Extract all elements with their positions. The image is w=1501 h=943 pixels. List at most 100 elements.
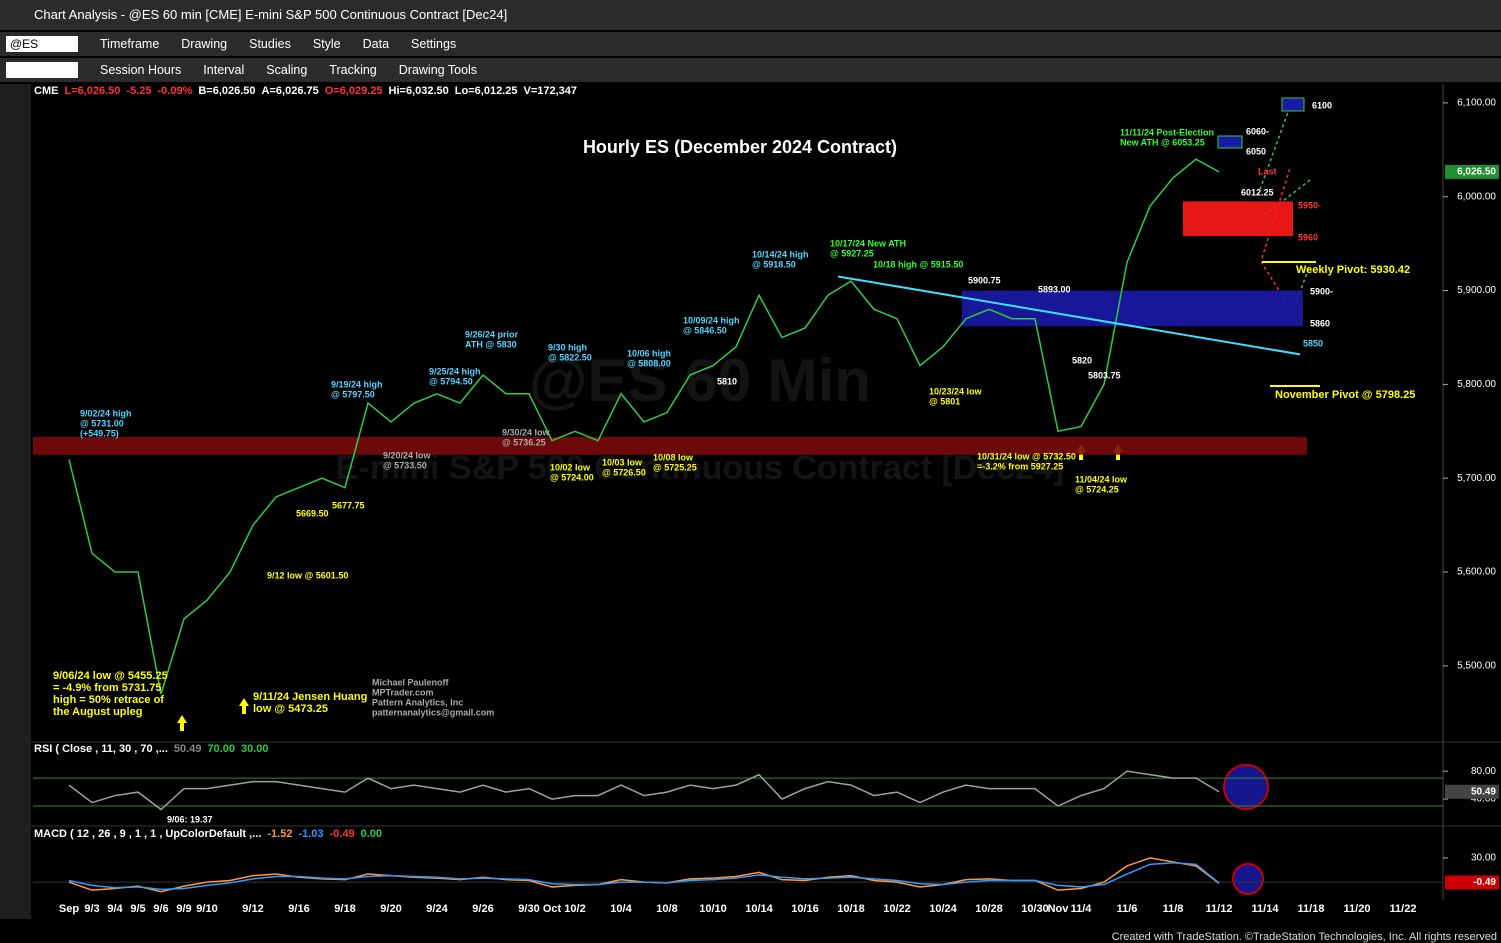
highlight-circle [1232, 863, 1264, 895]
x-tick-label: 10/22 [883, 903, 911, 915]
header-value: 70.00 [207, 743, 235, 755]
status-line: CME L=6,026.50 -5.25 -0.09% B=6,026.50 A=6,02… [34, 85, 583, 97]
annotation: low @ 5473.25 [253, 703, 328, 715]
x-tick-label: 11/14 [1252, 903, 1280, 915]
x-tick-label: 10/4 [610, 903, 632, 915]
status-field: Lo=6,012.25 [454, 85, 518, 97]
toolbar-button[interactable]: Drawing [181, 37, 228, 51]
annotation: 9/26/24 prior [465, 329, 519, 339]
y-tick-label: 5,800.00 [1457, 379, 1496, 390]
y-tick-label: 80.00 [1471, 766, 1496, 777]
annotation: 10/31/24 low @ 5732.50 [977, 451, 1076, 461]
y-tick-label: 5,600.00 [1457, 567, 1496, 578]
header-value: 50.49 [173, 743, 202, 755]
x-tick-label: 11/12 [1206, 903, 1233, 915]
status-field: CME [34, 85, 59, 97]
annotation: 11/04/24 low [1075, 474, 1128, 484]
x-tick-label: Oct [543, 903, 562, 915]
annotation: 5677.75 [332, 500, 365, 510]
annotation: 9/11/24 Jensen Huang [253, 691, 367, 703]
status-field: O=6,029.25 [324, 85, 383, 97]
annotation: Pattern Analytics, Inc [372, 697, 463, 707]
toolbar-button[interactable]: Timeframe [100, 37, 160, 51]
annotation: @ 5808.00 [627, 358, 671, 368]
x-tick-label: 10/16 [791, 903, 819, 915]
annotation: 11/11/24 Post-Election [1120, 127, 1214, 137]
pane-title: RSI ( Close , 11, 30 , 70 ,... [34, 743, 168, 755]
tool-strip [0, 84, 31, 919]
annotation: 6060- [1246, 126, 1269, 136]
symbol-box[interactable]: @ES [6, 36, 78, 52]
toolbar-button[interactable]: Settings [411, 37, 457, 51]
annotation: 9/25/24 high [429, 366, 481, 376]
annotation: MPTrader.com [372, 687, 434, 697]
last-value-label: -0.49 [1473, 877, 1496, 888]
annotation: @ 5724.00 [550, 472, 594, 482]
x-tick-label: 9/16 [288, 903, 309, 915]
x-tick-label: 11/4 [1071, 903, 1093, 915]
x-tick-label: 9/9 [176, 903, 191, 915]
x-tick-label: 9/12 [242, 903, 263, 915]
x-tick-label: 10/14 [745, 903, 773, 915]
zone [962, 290, 1303, 327]
annotation: =-3.2% from 5927.25 [977, 461, 1063, 471]
annotation: 5850 [1303, 338, 1323, 348]
annotation: 9/20/24 low [383, 450, 432, 460]
annotation: patternanalytics@gmail.com [372, 707, 494, 717]
annotation: @ 5724.25 [1075, 484, 1119, 494]
annotation: 10/02 low [550, 462, 591, 472]
toolbar-button[interactable]: Session Hours [100, 63, 182, 77]
x-tick-label: 10/8 [656, 903, 677, 915]
toolbar-button[interactable]: Scaling [266, 63, 308, 77]
annotation: @ 5725.25 [653, 462, 697, 472]
x-tick-label: Nov [1048, 903, 1070, 915]
annotation: ATH @ 5830 [465, 339, 517, 349]
x-tick-label: 9/24 [426, 903, 448, 915]
y-tick-label: 5,700.00 [1457, 473, 1496, 484]
annotation: 5669.50 [296, 508, 329, 518]
toolbar-button[interactable]: Tracking [329, 63, 377, 77]
annotation: @ 5822.50 [548, 352, 592, 362]
x-tick-label: 11/8 [1163, 903, 1184, 915]
last-value-box [1445, 784, 1499, 799]
blank-box[interactable] [6, 62, 78, 78]
x-tick-label: 11/22 [1390, 903, 1417, 915]
header-value: -1.52 [267, 828, 293, 840]
status-field: Hi=6,032.50 [388, 85, 449, 97]
last-value-box [1445, 875, 1499, 890]
y-tick-label: 6,100.00 [1457, 98, 1496, 109]
toolbar-button[interactable]: Interval [203, 63, 245, 77]
watermark: @ES 60 Min [529, 347, 871, 414]
toolbar: @ES Timeframe Drawing Studies Style Data Setti… [0, 32, 1501, 56]
x-tick-label: Sep [59, 903, 79, 915]
toolbar-button[interactable]: Drawing Tools [398, 63, 478, 77]
x-tick-label: 9/18 [334, 903, 355, 915]
annotation: 5820 [1072, 355, 1092, 365]
annotation: @ 5794.50 [429, 376, 473, 386]
toolbar-button[interactable]: Data [362, 37, 390, 51]
x-tick-label: 9/20 [380, 903, 401, 915]
annotation: 10/08 low [653, 452, 694, 462]
chart-title: Hourly ES (December 2024 Contract) [583, 137, 897, 157]
annotation: 9/30 high [548, 342, 587, 352]
annotation: (+549.75) [80, 428, 119, 438]
watermark: E-mini S&P 500 Continuous Contract [Dec2… [336, 449, 1065, 487]
x-tick-label: 11/18 [1298, 903, 1325, 915]
rsi-header: RSI ( Close , 11, 30 , 70 ,... 50.49 70.00… [34, 743, 275, 755]
highlight-circle [1223, 764, 1269, 810]
x-tick-label: 9/26 [472, 903, 493, 915]
toolbar-button[interactable]: Style [312, 37, 341, 51]
annotation: 6012.25 [1241, 187, 1274, 197]
title-bar: Chart Analysis - @ES 60 min [CME] E-mini… [0, 0, 1501, 30]
x-tick-label: 10/18 [837, 903, 865, 915]
status-field: B=6,026.50 [198, 85, 256, 97]
annotation: 9/06/24 low @ 5455.25 [53, 670, 168, 682]
trendline [837, 275, 1301, 356]
toolbar-button[interactable]: Studies [249, 37, 291, 51]
x-tick-label: 9/5 [130, 903, 145, 915]
series-line [68, 158, 1220, 695]
x-tick-label: 9/10 [196, 903, 217, 915]
target-box [1217, 135, 1243, 149]
